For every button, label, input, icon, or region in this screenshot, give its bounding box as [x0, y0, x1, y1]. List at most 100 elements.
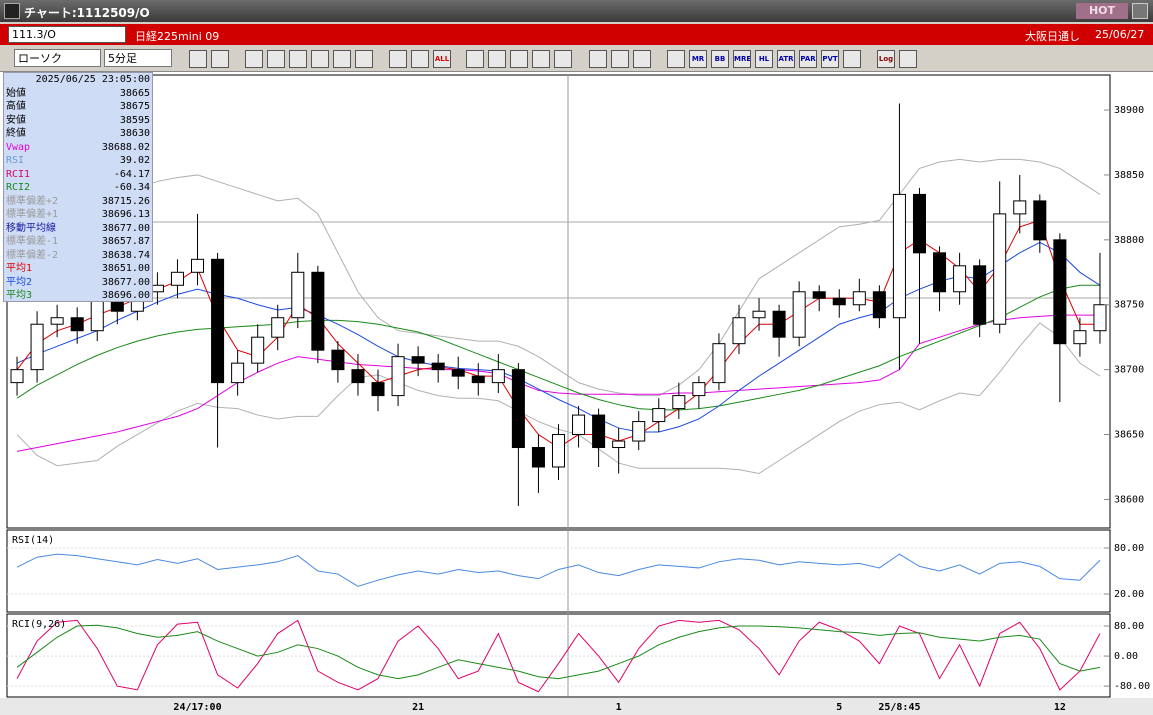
candle-body — [993, 213, 1007, 325]
window-title: チャート:1112509/O — [24, 6, 150, 20]
y-tick-label: 38600 — [1114, 494, 1144, 505]
tool-icon[interactable] — [899, 50, 917, 68]
tool-icon[interactable]: MR — [689, 50, 707, 68]
panel-title: RCI(9,26) — [12, 619, 66, 630]
tool-icon[interactable]: HL — [755, 50, 773, 68]
tool-icon[interactable] — [554, 50, 572, 68]
tool-icon[interactable] — [843, 50, 861, 68]
candle-body — [70, 317, 84, 332]
rsi-panel — [6, 529, 1111, 613]
candle-body — [10, 369, 24, 384]
tool-icon[interactable] — [311, 50, 329, 68]
x-tick-label: 25/8:45 — [878, 702, 920, 713]
candle-body — [933, 252, 947, 293]
candle-body — [291, 271, 305, 319]
info-value: 38630 — [119, 128, 150, 139]
close-button[interactable] — [1132, 3, 1148, 19]
rci-panel — [6, 613, 1111, 698]
market-date: 25/06/27 — [1095, 28, 1145, 41]
info-label: 標準偏差-2 — [6, 249, 59, 261]
tool-icon[interactable] — [267, 50, 285, 68]
candle-body — [191, 258, 205, 273]
tool-icon[interactable] — [532, 50, 550, 68]
x-tick-label: 12 — [1054, 702, 1066, 713]
info-row: 平均1 38651.00 — [4, 262, 152, 276]
info-label: 高値 — [6, 101, 26, 112]
tool-icon[interactable] — [667, 50, 685, 68]
tool-icon[interactable] — [488, 50, 506, 68]
title-bar: チャート:1112509/O HOT — [0, 0, 1153, 22]
y-tick-label: 80.00 — [1114, 543, 1144, 554]
info-row: 始値 38665 — [4, 87, 152, 101]
tool-icon[interactable] — [411, 50, 429, 68]
line-series — [16, 314, 1100, 452]
line-series — [16, 619, 1101, 693]
info-row: 終値 38630 — [4, 127, 152, 141]
candle-body — [672, 395, 686, 410]
candle-body — [592, 414, 606, 449]
candle-body — [150, 284, 164, 293]
y-tick-label: -80.00 — [1114, 681, 1150, 692]
tool-icon[interactable]: PAR — [799, 50, 817, 68]
candle-body — [30, 323, 44, 371]
info-row: 標準偏差-2 38638.74 — [4, 249, 152, 263]
tool-icon[interactable]: ALL — [433, 50, 451, 68]
y-tick-label: 38850 — [1114, 170, 1144, 181]
tool-icon[interactable]: PVT — [821, 50, 839, 68]
tool-icon[interactable] — [355, 50, 373, 68]
x-axis-band — [0, 698, 1153, 715]
candle-body — [170, 271, 184, 286]
panel-plot — [7, 547, 1110, 595]
candle-body — [471, 375, 485, 384]
y-tick-label: 38650 — [1114, 430, 1144, 441]
candle-body — [1093, 304, 1107, 332]
y-tick-label: 80.00 — [1114, 621, 1144, 632]
symbol-input[interactable]: 111.3/O — [8, 26, 126, 43]
tool-icon[interactable] — [245, 50, 263, 68]
tool-icon[interactable] — [289, 50, 307, 68]
candle-body — [812, 291, 826, 299]
tool-icon[interactable]: MRE — [733, 50, 751, 68]
candle-body — [832, 297, 846, 306]
y-tick-label: 0.00 — [1114, 651, 1138, 662]
tool-icon[interactable] — [211, 50, 229, 68]
tool-icon[interactable] — [466, 50, 484, 68]
info-label: 標準偏差+2 — [6, 195, 59, 207]
tool-icon[interactable] — [510, 50, 528, 68]
candle-body — [953, 265, 967, 293]
candle-body — [491, 369, 505, 384]
tool-icon[interactable]: ATR — [777, 50, 795, 68]
tool-icon[interactable] — [633, 50, 651, 68]
candle-body — [632, 421, 646, 442]
info-row: RCI2 -60.34 — [4, 181, 152, 195]
interval-select[interactable]: 5分足 — [104, 49, 172, 67]
info-value: 38665 — [119, 87, 150, 99]
candle-body — [912, 193, 926, 254]
y-tick-label: 38700 — [1114, 365, 1144, 376]
tool-icon[interactable] — [589, 50, 607, 68]
candle-body — [311, 271, 325, 351]
tool-icon[interactable] — [389, 50, 407, 68]
info-row: 標準偏差-1 38657.87 — [4, 235, 152, 249]
info-label: RCI2 — [6, 182, 31, 193]
info-value: 38677.00 — [101, 276, 150, 288]
info-label: 移動平均線 — [6, 222, 56, 234]
panel-plot — [10, 103, 1107, 506]
candle-body — [451, 369, 465, 377]
info-value: 38696.13 — [101, 209, 150, 220]
tool-icon[interactable] — [333, 50, 351, 68]
chart-style-select[interactable]: ローソク — [14, 49, 101, 67]
info-datetime: 2025/06/25 23:05:00 — [35, 74, 150, 85]
info-label: 平均2 — [6, 276, 33, 288]
tool-icon[interactable]: Log — [877, 50, 895, 68]
tool-icon[interactable]: BB — [711, 50, 729, 68]
info-row: 標準偏差+2 38715.26 — [4, 195, 152, 209]
hot-button[interactable]: HOT — [1076, 3, 1128, 19]
candle-body — [772, 310, 786, 338]
tool-icon[interactable] — [611, 50, 629, 68]
tool-icon[interactable] — [189, 50, 207, 68]
info-value: 38638.74 — [101, 249, 150, 261]
info-value: -60.34 — [113, 182, 150, 193]
info-label: 平均3 — [6, 290, 33, 301]
